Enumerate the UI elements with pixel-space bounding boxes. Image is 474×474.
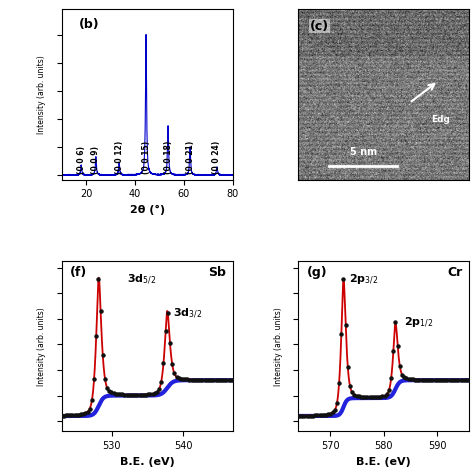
Text: 3d$_{3/2}$: 3d$_{3/2}$ <box>173 307 202 321</box>
Text: Cr: Cr <box>447 266 463 279</box>
Text: Sb: Sb <box>208 266 226 279</box>
Text: (c): (c) <box>310 20 329 33</box>
Y-axis label: Intensity (arb. units): Intensity (arb. units) <box>37 55 46 134</box>
Text: 2p$_{1/2}$: 2p$_{1/2}$ <box>404 316 433 330</box>
Text: (0 0 21): (0 0 21) <box>186 141 195 174</box>
Text: 3d$_{5/2}$: 3d$_{5/2}$ <box>127 273 156 287</box>
Text: (0 0 18): (0 0 18) <box>164 141 173 174</box>
X-axis label: 2θ (°): 2θ (°) <box>130 205 165 215</box>
Text: (0 0 24): (0 0 24) <box>212 141 221 174</box>
Text: Edg: Edg <box>432 115 450 124</box>
Text: 5 nm: 5 nm <box>349 147 377 157</box>
Text: 2p$_{3/2}$: 2p$_{3/2}$ <box>349 273 379 287</box>
Text: (0 0 12): (0 0 12) <box>115 141 124 174</box>
Text: (f): (f) <box>70 266 87 279</box>
Y-axis label: Intensity (arb. units): Intensity (arb. units) <box>37 307 46 386</box>
X-axis label: B.E. (eV): B.E. (eV) <box>120 456 174 466</box>
Text: (b): (b) <box>79 18 100 31</box>
X-axis label: B.E. (eV): B.E. (eV) <box>356 456 411 466</box>
Text: (g): (g) <box>307 266 327 279</box>
Text: (0 0 6): (0 0 6) <box>77 146 86 174</box>
Y-axis label: Intensity (arb. units): Intensity (arb. units) <box>273 307 283 386</box>
Text: (0 0 15): (0 0 15) <box>142 141 151 174</box>
Text: (0 0 9): (0 0 9) <box>91 146 100 174</box>
